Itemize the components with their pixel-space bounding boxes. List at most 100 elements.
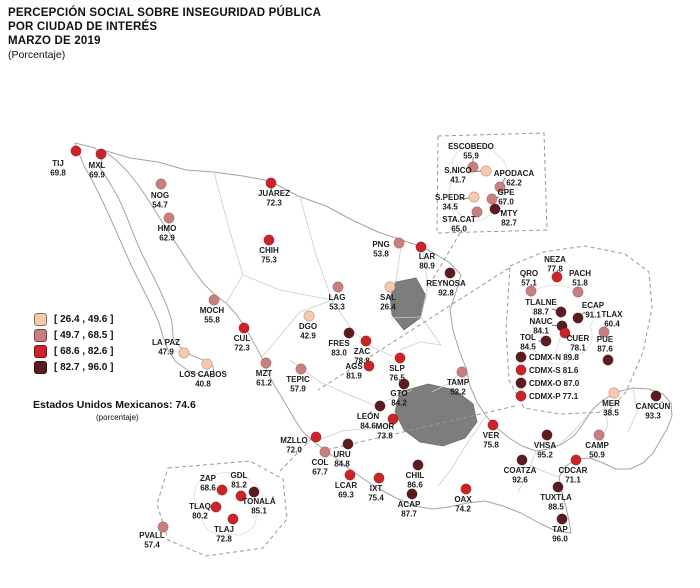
- city-dot: [593, 429, 605, 441]
- city-cdmx-s: CDMX-S 81.6: [515, 364, 579, 376]
- city-dot: [374, 400, 386, 412]
- baja-peninsula: [74, 142, 215, 377]
- city-label: 85.1: [251, 507, 267, 516]
- city-dot: [486, 193, 498, 205]
- city-dot: [227, 513, 239, 525]
- city-dot: [332, 281, 344, 293]
- city-dot: [444, 267, 456, 279]
- legend-swatch-class3: [34, 344, 47, 358]
- city-label: 91.1: [585, 311, 601, 320]
- city-label: 26.4: [380, 303, 396, 312]
- city-label: TLAJ: [214, 525, 234, 534]
- city-label: CDMX-P 77.1: [529, 392, 579, 401]
- city-dot: [559, 327, 571, 339]
- title-block: PERCEPCIÓN SOCIAL SOBRE INSEGURIDAD PÚBL…: [8, 6, 321, 62]
- city-label: 60.4: [604, 320, 620, 329]
- city-label: MZLLO: [280, 436, 308, 445]
- city-dot: [468, 191, 480, 203]
- city-cdmx-o: CDMX-O 87.0: [515, 377, 580, 389]
- city-label: 67.7: [312, 468, 328, 477]
- city-label: 72.3: [234, 344, 250, 353]
- city-label: 88.7: [533, 308, 549, 317]
- city-label: MZT: [256, 369, 273, 378]
- city-label: PUE: [597, 335, 614, 344]
- city-label: 77.8: [547, 265, 563, 274]
- city-label: 92.6: [512, 476, 528, 485]
- city-dot: [387, 413, 399, 425]
- national-average-note: (porcentaje): [96, 413, 139, 422]
- city-label: 67.0: [498, 198, 514, 207]
- city-label: NEZA: [544, 255, 566, 264]
- inset-monterrey: [436, 132, 548, 234]
- monterrey-metro-shape: [448, 145, 507, 222]
- city-dot: [525, 285, 537, 297]
- city-dot: [541, 429, 553, 441]
- city-label: 38.5: [603, 409, 619, 418]
- legend-row-1: [ 26.4 , 49.6 ]: [34, 311, 113, 327]
- city-label: 75.8: [483, 441, 499, 450]
- city-label: 86.6: [407, 481, 423, 490]
- city-label: 76.5: [389, 374, 405, 383]
- inset-leader-df-top: [317, 267, 510, 391]
- city-label: LAR: [419, 252, 436, 261]
- city-label: 69.9: [89, 171, 105, 180]
- city-dot: [516, 454, 528, 466]
- city-dot: [343, 327, 355, 339]
- city-label: 81.2: [231, 481, 247, 490]
- city-label: TLALNE: [525, 298, 557, 307]
- city-label: VER: [483, 431, 500, 440]
- legend-row-3: [ 68.6 , 82.6 ]: [34, 343, 113, 359]
- city-label: COL: [312, 458, 329, 467]
- city-dot: [363, 360, 375, 372]
- city-label: LOS CABOS: [179, 370, 227, 379]
- city-label: 78.8: [354, 357, 370, 366]
- city-label: 47.9: [158, 348, 174, 357]
- city-label: S.NICO: [444, 166, 472, 175]
- legend-swatch-class1: [34, 312, 47, 326]
- city-label: TAP: [552, 525, 568, 534]
- city-label: GTO: [390, 389, 407, 398]
- city-label: CAMP: [585, 441, 609, 450]
- city-label: URU: [333, 450, 351, 459]
- city-dot: [552, 481, 564, 493]
- city-label: 87.6: [597, 345, 613, 354]
- city-label: 75.3: [261, 256, 277, 265]
- city-dot: [398, 378, 410, 390]
- national-average-value: 74.6: [175, 399, 196, 411]
- city-label: ZAC: [354, 347, 371, 356]
- city-label: TOL: [520, 333, 536, 342]
- city-label: 41.7: [450, 176, 466, 185]
- city-label: TLAX: [602, 310, 624, 319]
- city-label: MOCH: [200, 306, 225, 315]
- city-label: LEÓN: [357, 412, 379, 421]
- city-dot: [238, 322, 250, 334]
- city-label: LAG: [329, 293, 346, 302]
- national-average: Estados Unidos Mexicanos: 74.6: [33, 399, 196, 411]
- city-label: CDMX-O 87.0: [529, 379, 580, 388]
- city-label: SAL: [380, 293, 396, 302]
- city-label: 62.9: [159, 234, 175, 243]
- city-label: MTY: [501, 209, 519, 218]
- city-dot: [155, 178, 167, 190]
- title-line-3: MARZO DE 2019: [8, 35, 101, 47]
- city-label: JUÁREZ: [258, 189, 290, 198]
- city-label: 53.8: [373, 250, 389, 259]
